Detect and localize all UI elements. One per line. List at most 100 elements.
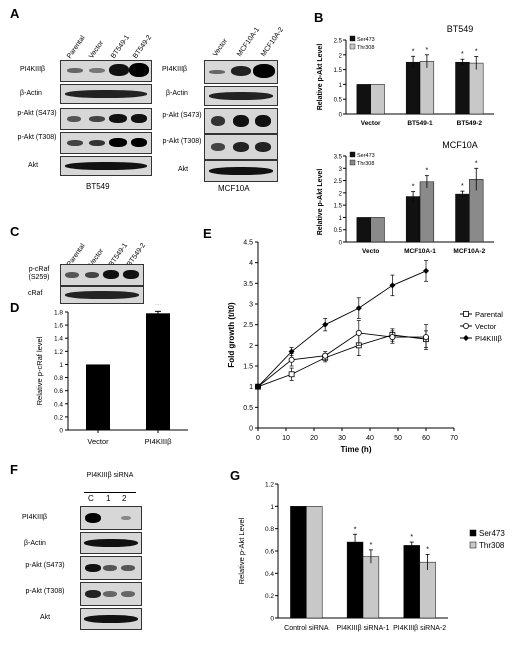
row-label-pakt-t308: p-Akt (T308) (17, 134, 57, 141)
x-category-label: PI4KIIIβ siRNA-1 (336, 625, 389, 632)
significance-mark: * (354, 524, 357, 533)
y-axis-label: Relative p-Akt Level (317, 44, 324, 111)
lane-label-f-c: C (88, 494, 94, 503)
x-tick-label: 40 (366, 435, 374, 442)
y-tick-label: 0.8 (265, 526, 274, 533)
bar-ser473 (290, 506, 307, 619)
western-blot-pcraf (60, 264, 144, 286)
panel-label-c: C (10, 224, 20, 239)
y-tick-label: 2 (339, 53, 343, 59)
marker-circle (322, 352, 329, 359)
x-category-label: Vector (87, 437, 109, 446)
row-label-akt-mcf: Akt (178, 166, 189, 173)
legend-swatch (469, 529, 477, 537)
bar-thr308 (370, 217, 385, 243)
row-label-pakt-t308-mcf: p-Akt (T308) (162, 138, 202, 145)
sirna-header: PI4KIIIβ siRNA (86, 472, 134, 479)
y-tick-label: 1 (59, 362, 63, 369)
western-blot-actin (60, 84, 152, 104)
x-category-label: PI4KIIIβ siRNA-2 (393, 625, 446, 632)
marker-diamond (463, 335, 469, 341)
sirna-header-line (84, 492, 136, 493)
blot-caption-mcf10a: MCF10A (218, 184, 250, 193)
marker-diamond (322, 321, 329, 328)
chart-d-pcraf: 0 0.2 0.4 0.6 0.8 1 1.2 1.4 1.6 1.8 Relative p-cRa… (35, 304, 188, 446)
x-category-label: Vector (361, 120, 381, 127)
row-label-f-akt: Akt (40, 614, 51, 621)
lane-label-parental: Parental (66, 34, 87, 61)
bar (86, 364, 110, 430)
y-tick-label: 0.4 (54, 401, 63, 408)
series-line-1 (257, 332, 426, 388)
marker-diamond (288, 348, 295, 355)
western-blot-craf (60, 286, 144, 304)
marker-circle (462, 323, 469, 330)
western-blot-pakt-t308-mcf (204, 134, 278, 160)
panel-label-a: A (10, 6, 20, 21)
western-blot-akt-mcf (204, 160, 278, 182)
legend-label: Vector (475, 322, 497, 331)
y-tick-label: 1.5 (243, 364, 253, 371)
bar (146, 313, 170, 430)
panel-label-e: E (203, 226, 212, 241)
panel-label-g: G (230, 468, 241, 483)
western-blot-akt (60, 156, 152, 176)
y-tick-label: 2.5 (243, 322, 253, 329)
y-tick-label: 1.4 (54, 336, 63, 343)
y-tick-label: 0 (249, 426, 253, 433)
x-category-label: MCF10A-1 (404, 248, 436, 255)
chart-e-growth: 0 0.5 1 1.5 2 2.5 3 3.5 4 4.5 0 10 20 30 40 50 60 70 Time … (227, 240, 503, 455)
bar-ser473 (346, 541, 364, 619)
row-label-pcraf: p-cRaf (S259) (28, 266, 50, 281)
y-tick-label: 3.5 (334, 155, 343, 161)
x-category-label: PI4KIIIβ (145, 437, 173, 446)
marker-circle (389, 334, 396, 341)
lane-label-bt549-1: BT549-1 (110, 33, 132, 61)
y-tick-label: 0.5 (334, 228, 343, 234)
legend-label: Thr308 (479, 541, 505, 550)
y-axis-label: Relative p-Akt Level (237, 517, 246, 584)
marker-diamond (255, 383, 261, 390)
legend-label: Ser473 (357, 153, 375, 159)
x-tick-label: 30 (338, 435, 346, 442)
row-label-pi4k: PI4KIIIβ (20, 66, 46, 73)
y-tick-label: 0.6 (54, 388, 63, 395)
legend-swatch (469, 541, 477, 549)
chart-title: MCF10A (442, 140, 478, 150)
western-blot-pakt-s473-mcf (204, 108, 278, 134)
y-tick-label: 1.2 (54, 349, 63, 356)
bar-thr308 (306, 506, 323, 619)
y-tick-label: 0.2 (54, 414, 63, 421)
bar-ser473 (405, 61, 421, 115)
legend-label: Ser473 (479, 529, 505, 538)
significance-mark: * (475, 49, 478, 56)
marker-square (288, 371, 295, 378)
chart-b-mcf10a: 0 0.5 1 1.5 2 2.5 3 3.5 Vecto * * MCF10A-1 * * MCF10A-… (317, 140, 494, 255)
x-category-label: MCF10A-2 (453, 248, 485, 255)
y-tick-label: 1.6 (54, 323, 63, 330)
marker-circle (422, 334, 429, 341)
x-tick-label: 20 (310, 435, 318, 442)
lane-label-f-1: 1 (106, 494, 111, 503)
x-tick-label: 50 (394, 435, 402, 442)
significance-mark: * (369, 540, 372, 549)
row-label-actin: β-Actin (20, 90, 42, 97)
y-tick-label: 3 (339, 167, 343, 173)
bar-ser473 (403, 545, 420, 619)
legend-swatch (349, 35, 356, 42)
significance-mark: * (426, 47, 429, 54)
bar-thr308 (362, 556, 380, 619)
significance-mark: * (426, 544, 429, 553)
y-tick-label: 1.8 (54, 310, 63, 317)
significance-mark: * (461, 183, 464, 190)
significance-mark: * (461, 51, 464, 58)
lane-label-mcf10a-1: MCF10A-1 (236, 26, 262, 59)
y-tick-label: 3 (249, 302, 253, 309)
row-label-pi4k-mcf: PI4KIIIβ (162, 66, 188, 73)
x-axis-label: Time (h) (341, 445, 372, 454)
y-tick-label: 1.5 (334, 68, 343, 74)
y-tick-label: 0.2 (265, 593, 274, 600)
bar-thr308 (469, 62, 484, 115)
x-tick-label: 0 (256, 435, 260, 442)
lane-label-bt549-2: BT549-2 (132, 33, 154, 61)
